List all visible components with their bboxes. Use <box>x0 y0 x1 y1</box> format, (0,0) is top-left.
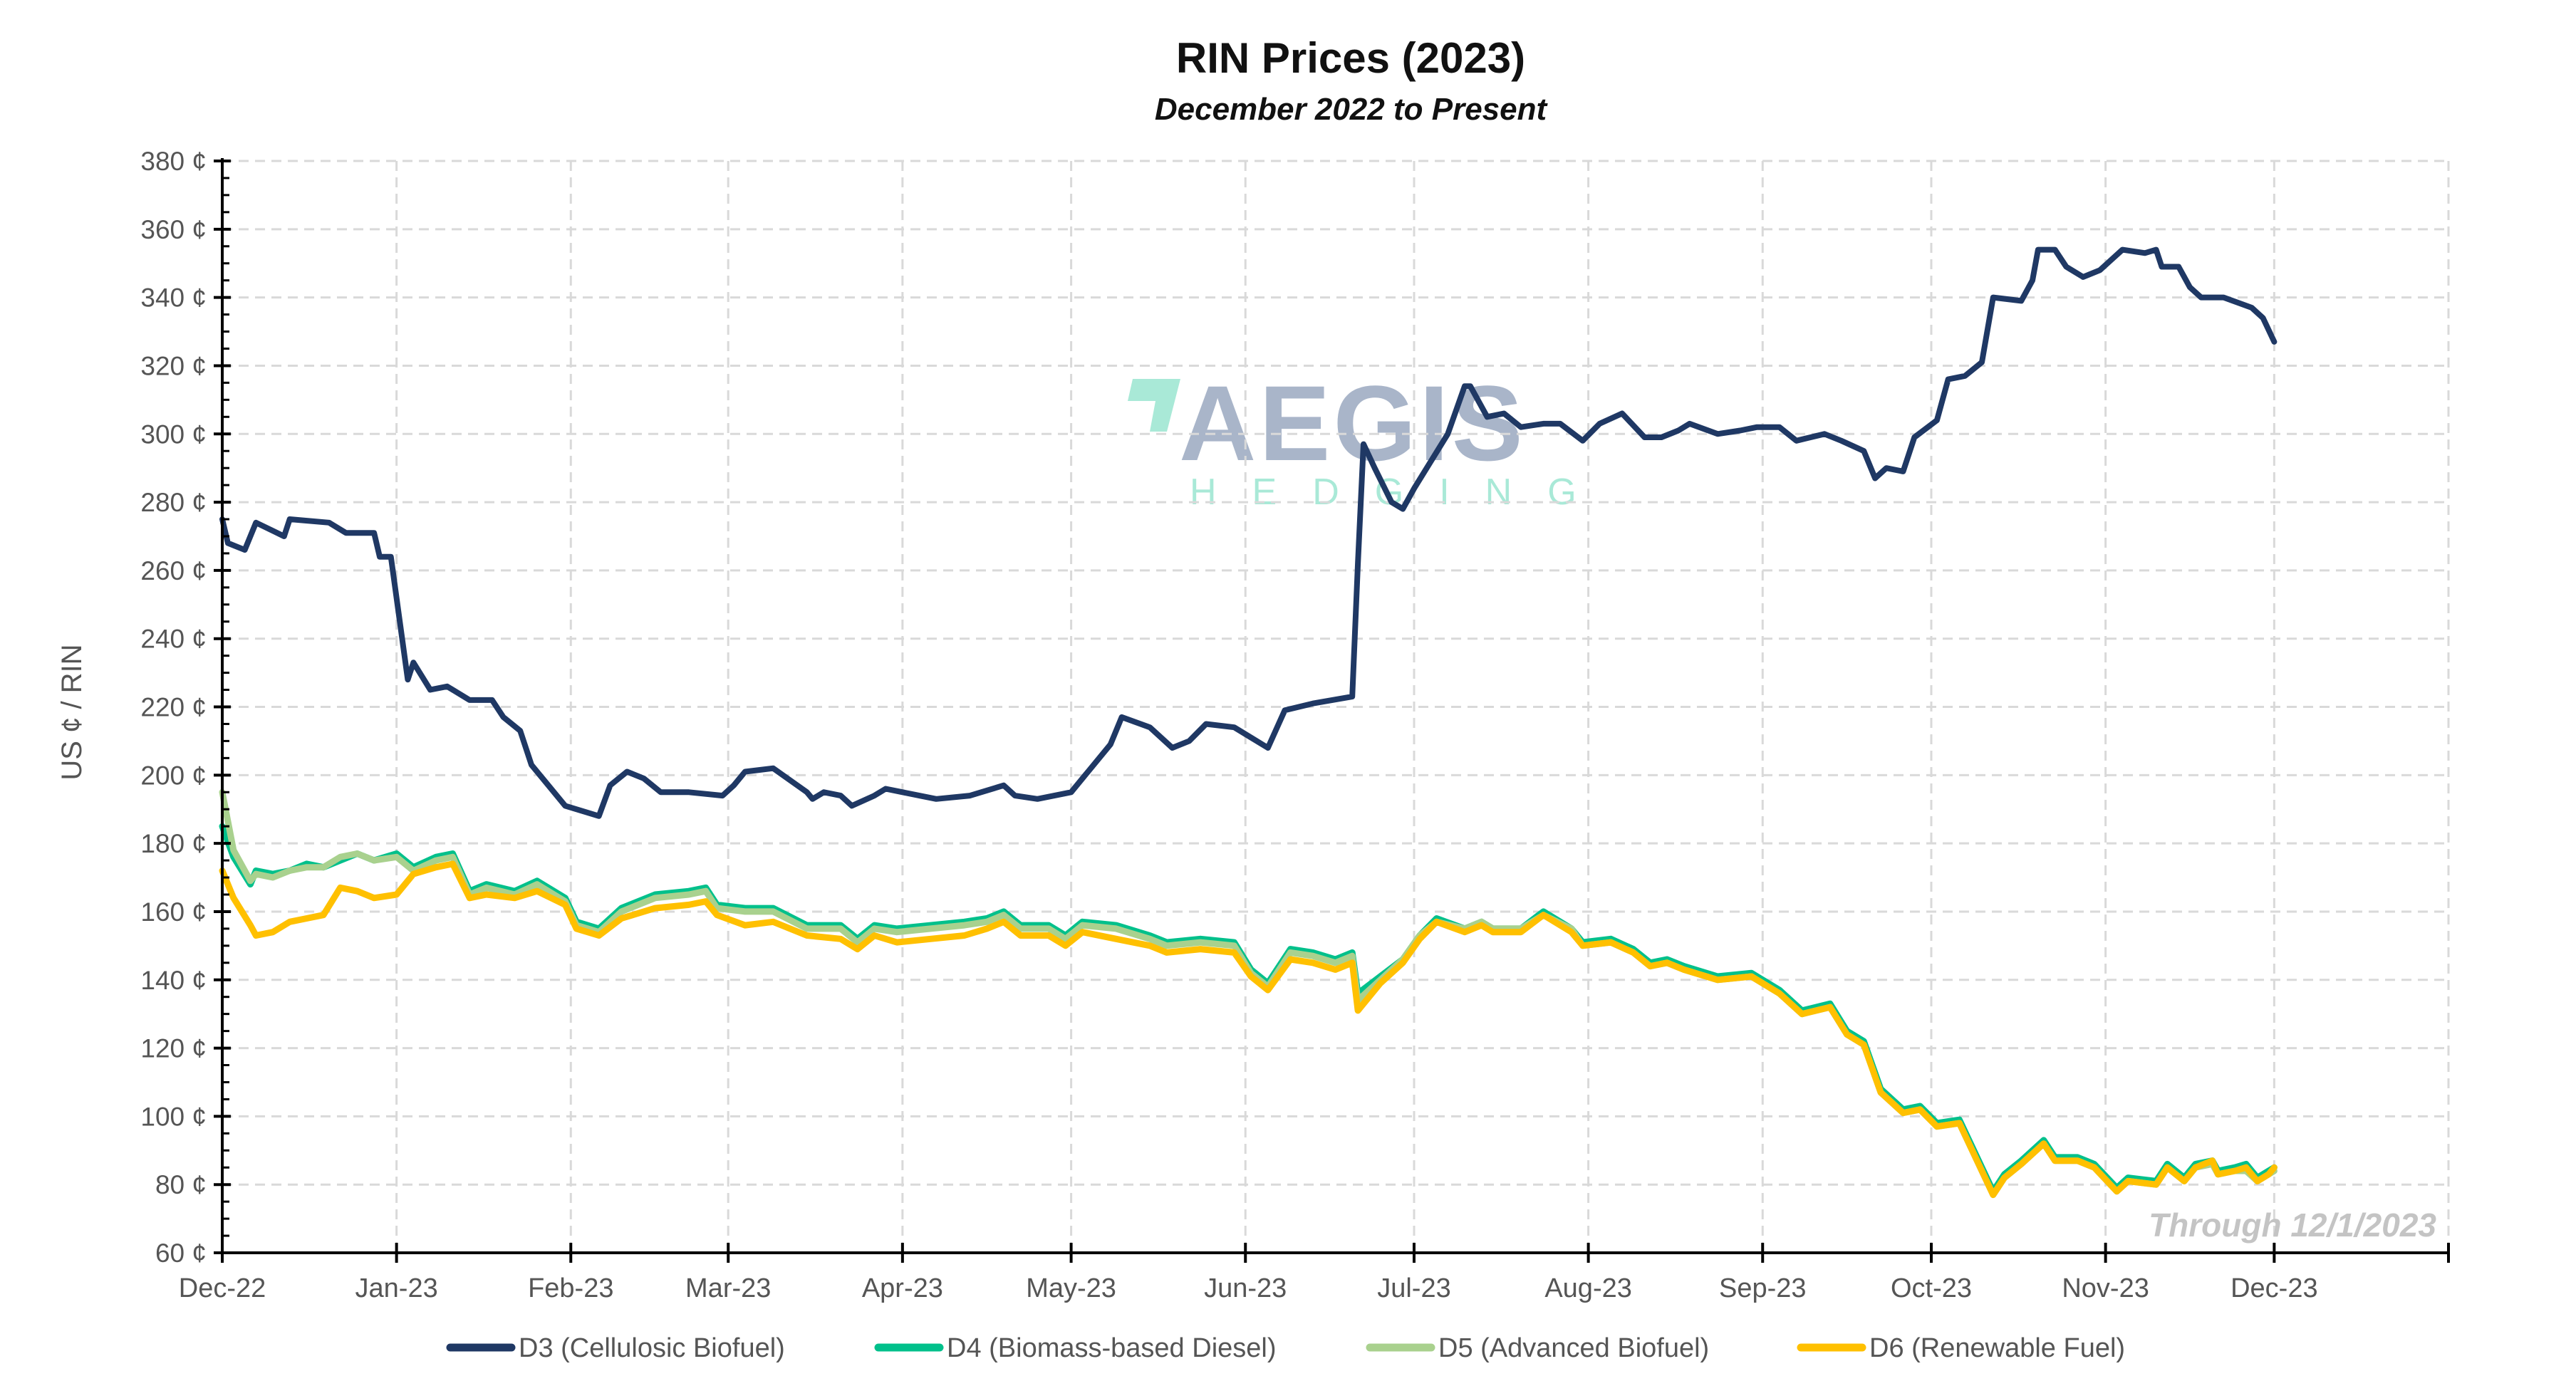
axes <box>214 158 2450 1263</box>
watermark-sub-text: HEDGING <box>1190 471 1612 513</box>
y-tick-label: 300 ¢ <box>140 419 207 449</box>
watermark-logo: AEGIS HEDGING <box>1128 363 1612 513</box>
x-tick-label: Nov-23 <box>2062 1273 2149 1303</box>
x-tick-label: Feb-23 <box>528 1273 613 1303</box>
x-tick-label: Jul-23 <box>1377 1273 1451 1303</box>
legend-label-d4: D4 (Biomass-based Diesel) <box>947 1333 1277 1363</box>
x-tick-label: Mar-23 <box>685 1273 771 1303</box>
x-tick-label: Dec-23 <box>2230 1273 2318 1303</box>
y-tick-label: 280 ¢ <box>140 488 207 517</box>
y-tick-label: 340 ¢ <box>140 283 207 313</box>
y-tick-label: 380 ¢ <box>140 147 207 176</box>
series-line-d3 <box>219 246 2278 819</box>
chart-title: RIN Prices (2023) <box>1176 34 1525 82</box>
legend-item-d4[interactable]: D4 (Biomass-based Diesel) <box>874 1333 1277 1363</box>
watermark-logo-mark <box>1128 379 1180 432</box>
y-tick-label: 360 ¢ <box>140 215 207 244</box>
y-axis-label: US ¢ / RIN <box>56 644 88 780</box>
legend-item-d5[interactable]: D5 (Advanced Biofuel) <box>1366 1333 1709 1363</box>
x-tick-label: Jan-23 <box>355 1273 438 1303</box>
y-tick-label: 240 ¢ <box>140 625 207 654</box>
y-tick-label: 220 ¢ <box>140 693 207 722</box>
x-tick-label: Sep-23 <box>1719 1273 1807 1303</box>
x-tick-label: Aug-23 <box>1544 1273 1632 1303</box>
legend-label-d5: D5 (Advanced Biofuel) <box>1438 1333 1709 1363</box>
y-tick-label: 260 ¢ <box>140 556 207 585</box>
y-tick-labels: 60 ¢ 80 ¢ 100 ¢ 120 ¢ 140 ¢ 160 ¢ 180 ¢ 200 ¢ 22… <box>140 147 207 1268</box>
watermark-main-text: AEGIS <box>1179 363 1526 483</box>
gridlines <box>222 160 2450 1253</box>
y-tick-label: 160 ¢ <box>140 897 207 927</box>
y-tick-label: 120 ¢ <box>140 1034 207 1063</box>
x-tick-label: Jun-23 <box>1204 1273 1287 1303</box>
y-tick-label: 180 ¢ <box>140 829 207 858</box>
x-tick-label: May-23 <box>1026 1273 1116 1303</box>
legend-label-d6: D6 (Renewable Fuel) <box>1869 1333 2125 1363</box>
y-tick-label: 80 ¢ <box>155 1170 207 1199</box>
series-line-d6 <box>219 860 2278 1199</box>
y-tick-label: 60 ¢ <box>155 1239 207 1268</box>
legend: D3 (Cellulosic Biofuel) D4 (Biomass-base… <box>446 1333 2125 1363</box>
y-tick-label: 200 ¢ <box>140 761 207 790</box>
chart-subtitle: December 2022 to Present <box>1155 92 1549 127</box>
through-date-annotation: Through 12/1/2023 <box>2149 1207 2436 1244</box>
y-tick-label: 100 ¢ <box>140 1102 207 1131</box>
legend-item-d6[interactable]: D6 (Renewable Fuel) <box>1797 1333 2125 1363</box>
legend-label-d3: D3 (Cellulosic Biofuel) <box>519 1333 785 1363</box>
legend-item-d3[interactable]: D3 (Cellulosic Biofuel) <box>446 1333 785 1363</box>
x-tick-label: Dec-22 <box>179 1273 266 1303</box>
y-tick-label: 320 ¢ <box>140 351 207 380</box>
x-tick-label: Oct-23 <box>1891 1273 1972 1303</box>
y-tick-label: 140 ¢ <box>140 966 207 995</box>
x-tick-labels: Dec-22 Jan-23 Feb-23 Mar-23 Apr-23 May-23 Jun-… <box>179 1273 2318 1303</box>
x-tick-label: Apr-23 <box>862 1273 943 1303</box>
series-lines <box>219 246 2278 1199</box>
